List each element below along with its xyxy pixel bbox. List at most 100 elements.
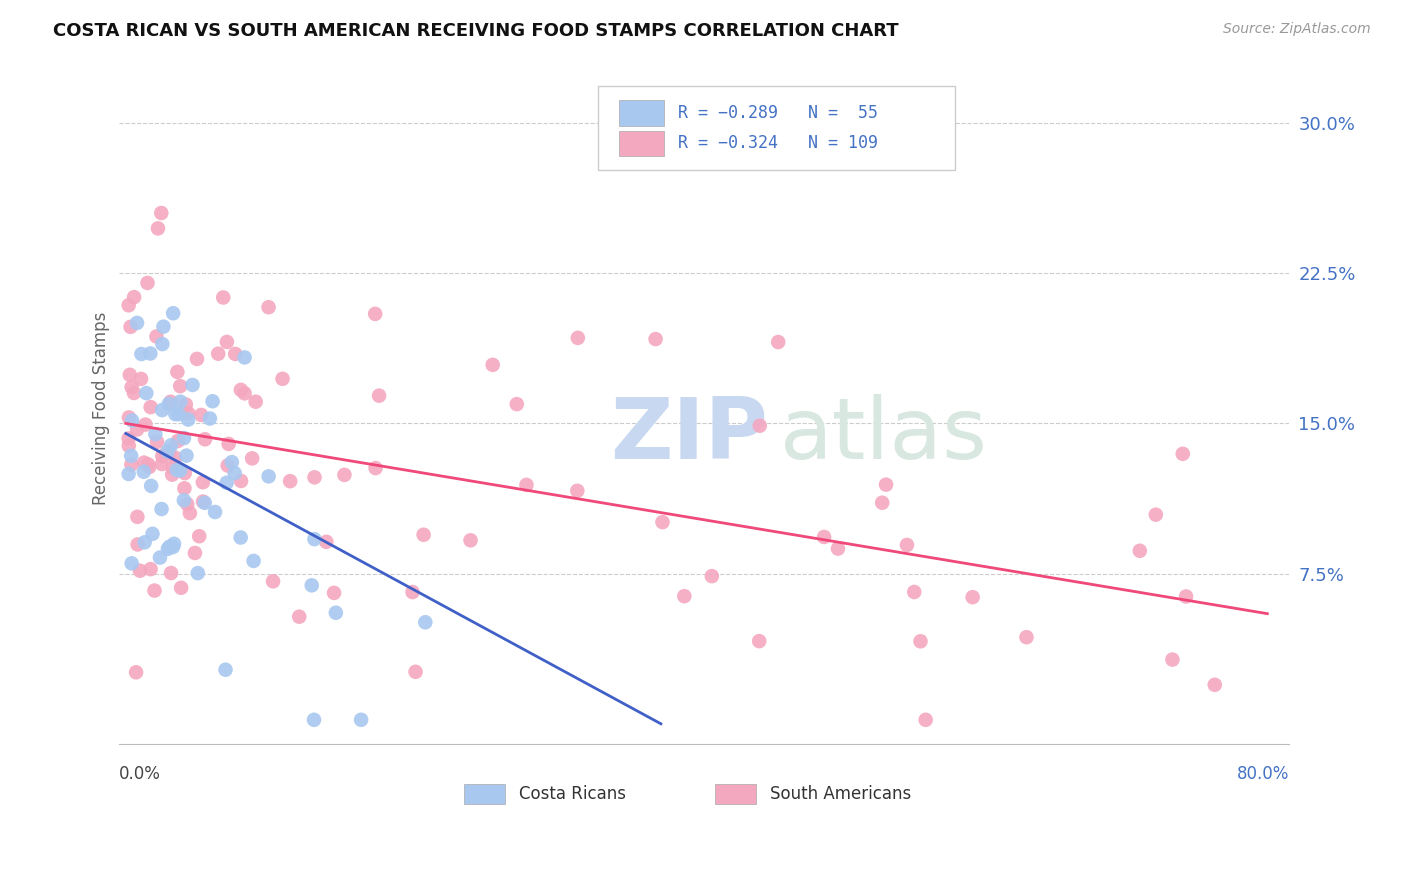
Point <box>139 562 162 576</box>
Y-axis label: Receiving Food Stamps: Receiving Food Stamps <box>93 311 110 505</box>
Point <box>152 319 174 334</box>
Point <box>191 475 214 490</box>
Point <box>229 383 252 397</box>
Point <box>135 386 157 401</box>
Point <box>323 586 346 600</box>
Point <box>271 372 294 386</box>
Point <box>160 467 183 482</box>
Point <box>401 585 423 599</box>
Point <box>304 532 326 546</box>
Point <box>215 475 238 490</box>
Text: 0.0%: 0.0% <box>118 765 160 783</box>
Point <box>181 378 204 392</box>
Point <box>169 463 191 477</box>
Point <box>160 566 183 580</box>
Point <box>173 493 195 508</box>
Point <box>673 589 696 603</box>
Point <box>896 538 918 552</box>
Point <box>333 467 356 482</box>
Point <box>218 437 240 451</box>
Point <box>262 574 284 589</box>
Point <box>188 529 211 543</box>
Point <box>1171 447 1194 461</box>
Point <box>155 447 177 461</box>
Point <box>413 615 436 630</box>
Point <box>121 557 143 571</box>
Point <box>139 400 162 414</box>
Point <box>157 397 180 411</box>
Text: R = −0.324   N = 109: R = −0.324 N = 109 <box>678 135 877 153</box>
Point <box>145 329 167 343</box>
Point <box>120 449 142 463</box>
Point <box>198 411 221 425</box>
Point <box>163 537 186 551</box>
Point <box>1204 678 1226 692</box>
Point <box>204 505 226 519</box>
Point <box>460 533 482 548</box>
Point <box>150 457 173 471</box>
Point <box>412 527 434 541</box>
Point <box>120 319 142 334</box>
Point <box>174 397 197 411</box>
Point <box>169 394 191 409</box>
Point <box>176 449 198 463</box>
Point <box>325 606 347 620</box>
Point <box>194 432 217 446</box>
Point <box>122 386 145 401</box>
Point <box>506 397 529 411</box>
Point <box>121 380 143 394</box>
Point <box>186 351 208 366</box>
Point <box>257 469 280 483</box>
Point <box>1129 543 1152 558</box>
Point <box>350 713 373 727</box>
Point <box>1175 590 1198 604</box>
Point <box>139 346 162 360</box>
Point <box>224 467 246 481</box>
Point <box>118 432 141 446</box>
Point <box>166 434 188 448</box>
Point <box>567 331 589 345</box>
Point <box>173 481 195 495</box>
Point <box>207 347 229 361</box>
Point <box>242 554 264 568</box>
Point <box>644 332 666 346</box>
Point <box>118 298 141 312</box>
Point <box>187 566 209 581</box>
Point <box>233 386 256 401</box>
Point <box>165 407 187 421</box>
Point <box>364 461 387 475</box>
Point <box>700 569 723 583</box>
Point <box>131 347 153 361</box>
Point <box>136 458 159 472</box>
Point <box>302 713 325 727</box>
Point <box>245 394 267 409</box>
Point <box>215 334 238 349</box>
Bar <box>716 784 756 805</box>
FancyBboxPatch shape <box>599 87 955 170</box>
Bar <box>620 130 664 156</box>
Point <box>150 449 173 463</box>
Point <box>162 540 184 554</box>
Point <box>121 413 143 427</box>
Point <box>212 291 235 305</box>
Point <box>169 379 191 393</box>
Point <box>159 394 181 409</box>
Point <box>132 465 155 479</box>
Point <box>136 276 159 290</box>
Text: South Americans: South Americans <box>770 785 911 803</box>
Point <box>138 459 160 474</box>
Point <box>257 300 280 314</box>
Text: atlas: atlas <box>780 393 988 476</box>
Text: ZIP: ZIP <box>610 393 768 476</box>
Point <box>875 477 897 491</box>
Point <box>125 665 148 680</box>
Bar <box>464 784 505 805</box>
Point <box>368 389 391 403</box>
Point <box>194 496 217 510</box>
Text: Source: ZipAtlas.com: Source: ZipAtlas.com <box>1223 22 1371 37</box>
Point <box>766 334 789 349</box>
Point <box>229 531 252 545</box>
Point <box>315 534 337 549</box>
Point <box>118 410 141 425</box>
Point <box>813 530 835 544</box>
